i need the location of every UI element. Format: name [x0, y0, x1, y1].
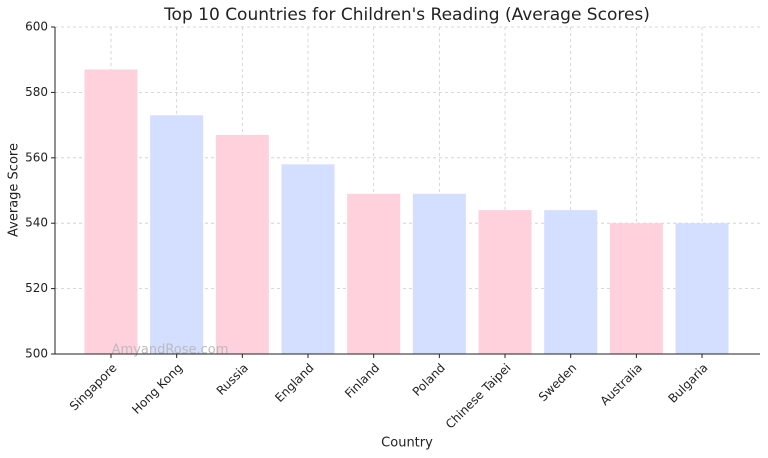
y-tick-label: 520	[25, 281, 48, 295]
bar	[150, 115, 204, 354]
x-tick-label: Finland	[342, 361, 382, 401]
x-tick-label: Hong Kong	[129, 361, 185, 417]
bar	[281, 164, 335, 354]
x-tick-label: Australia	[598, 361, 645, 408]
y-axis-label: Average Score	[7, 143, 22, 237]
x-axis-label: Country	[381, 436, 433, 451]
x-tick-label: Bulgaria	[666, 361, 711, 406]
bar	[675, 223, 729, 354]
bar	[478, 210, 532, 354]
x-tick-label: Sweden	[536, 361, 579, 404]
y-tick-label: 560	[25, 150, 48, 164]
x-tick-label: Chinese Taipei	[443, 361, 514, 432]
bar	[347, 193, 401, 354]
y-tick-label: 500	[25, 347, 48, 361]
y-tick-label: 600	[25, 20, 48, 34]
bar	[412, 193, 466, 354]
x-tick-label: Singapore	[67, 361, 120, 414]
bar	[544, 210, 598, 354]
bar	[609, 223, 663, 354]
x-tick-label: Russia	[214, 361, 251, 398]
bar	[84, 69, 138, 354]
y-tick-label: 540	[25, 216, 48, 230]
watermark: AmyandRose.com	[112, 343, 229, 358]
bar	[215, 134, 269, 354]
x-tick-label: England	[272, 361, 316, 405]
chart-title: Top 10 Countries for Children's Reading …	[163, 5, 650, 25]
y-tick-label: 580	[25, 85, 48, 99]
x-tick-label: Poland	[410, 361, 448, 399]
